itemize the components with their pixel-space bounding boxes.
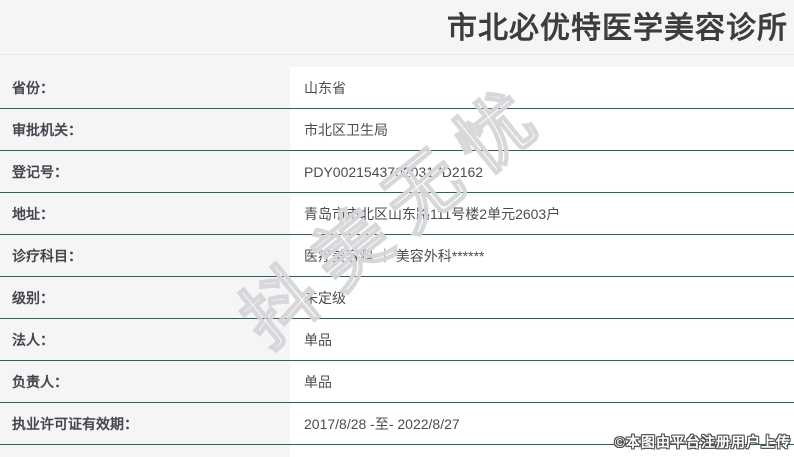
row-legal-person: 法人： 单品: [0, 319, 794, 361]
field-value: PDY00215437020317D2162: [304, 163, 484, 180]
field-label: 级别：: [0, 277, 290, 318]
field-value: 2017/8/28 -至- 2022/8/27: [304, 415, 460, 432]
field-value: 单品: [304, 331, 332, 348]
clinic-info-table: 省份： 山东省 审批机关： 市北区卫生局 登记号： PDY00215437020…: [0, 67, 794, 457]
field-value: 未定级: [304, 289, 346, 306]
copyright-stamp: ©本图由平台注册用户上传: [614, 434, 791, 450]
row-level: 级别： 未定级: [0, 277, 794, 319]
row-approval-authority: 审批机关： 市北区卫生局: [0, 109, 794, 151]
row-treatment-subjects: 诊疗科目： 医疗美容科 ｜ 美容外科******: [0, 235, 794, 277]
field-value: 山东省: [304, 79, 346, 96]
field-label: 省份：: [0, 67, 290, 108]
field-label: 法人：: [0, 319, 290, 360]
field-value: 单品: [304, 373, 332, 390]
field-label: 审批机关：: [0, 109, 290, 150]
header-spacer: [0, 55, 794, 67]
row-person-in-charge: 负责人： 单品: [0, 361, 794, 403]
field-value: 市北区卫生局: [304, 121, 388, 138]
row-address: 地址： 青岛市市北区山东路111号楼2单元2603户: [0, 193, 794, 235]
field-label: 执业许可证有效期：: [0, 403, 290, 444]
row-license-validity: 执业许可证有效期： 2017/8/28 -至- 2022/8/27: [0, 403, 794, 445]
field-label: 负责人：: [0, 361, 290, 402]
page-title: 市北必优特医学美容诊所: [447, 12, 788, 45]
field-label: 登记号：: [0, 151, 290, 192]
row-province: 省份： 山东省: [0, 67, 794, 109]
field-label: 诊疗科目：: [0, 235, 290, 276]
field-value: 医疗美容科 ｜ 美容外科******: [304, 247, 485, 264]
page-header: 市北必优特医学美容诊所: [0, 0, 794, 55]
field-value: 青岛市市北区山东路111号楼2单元2603户: [304, 205, 561, 222]
row-registration-number: 登记号： PDY00215437020317D2162: [0, 151, 794, 193]
field-label: 地址：: [0, 193, 290, 234]
